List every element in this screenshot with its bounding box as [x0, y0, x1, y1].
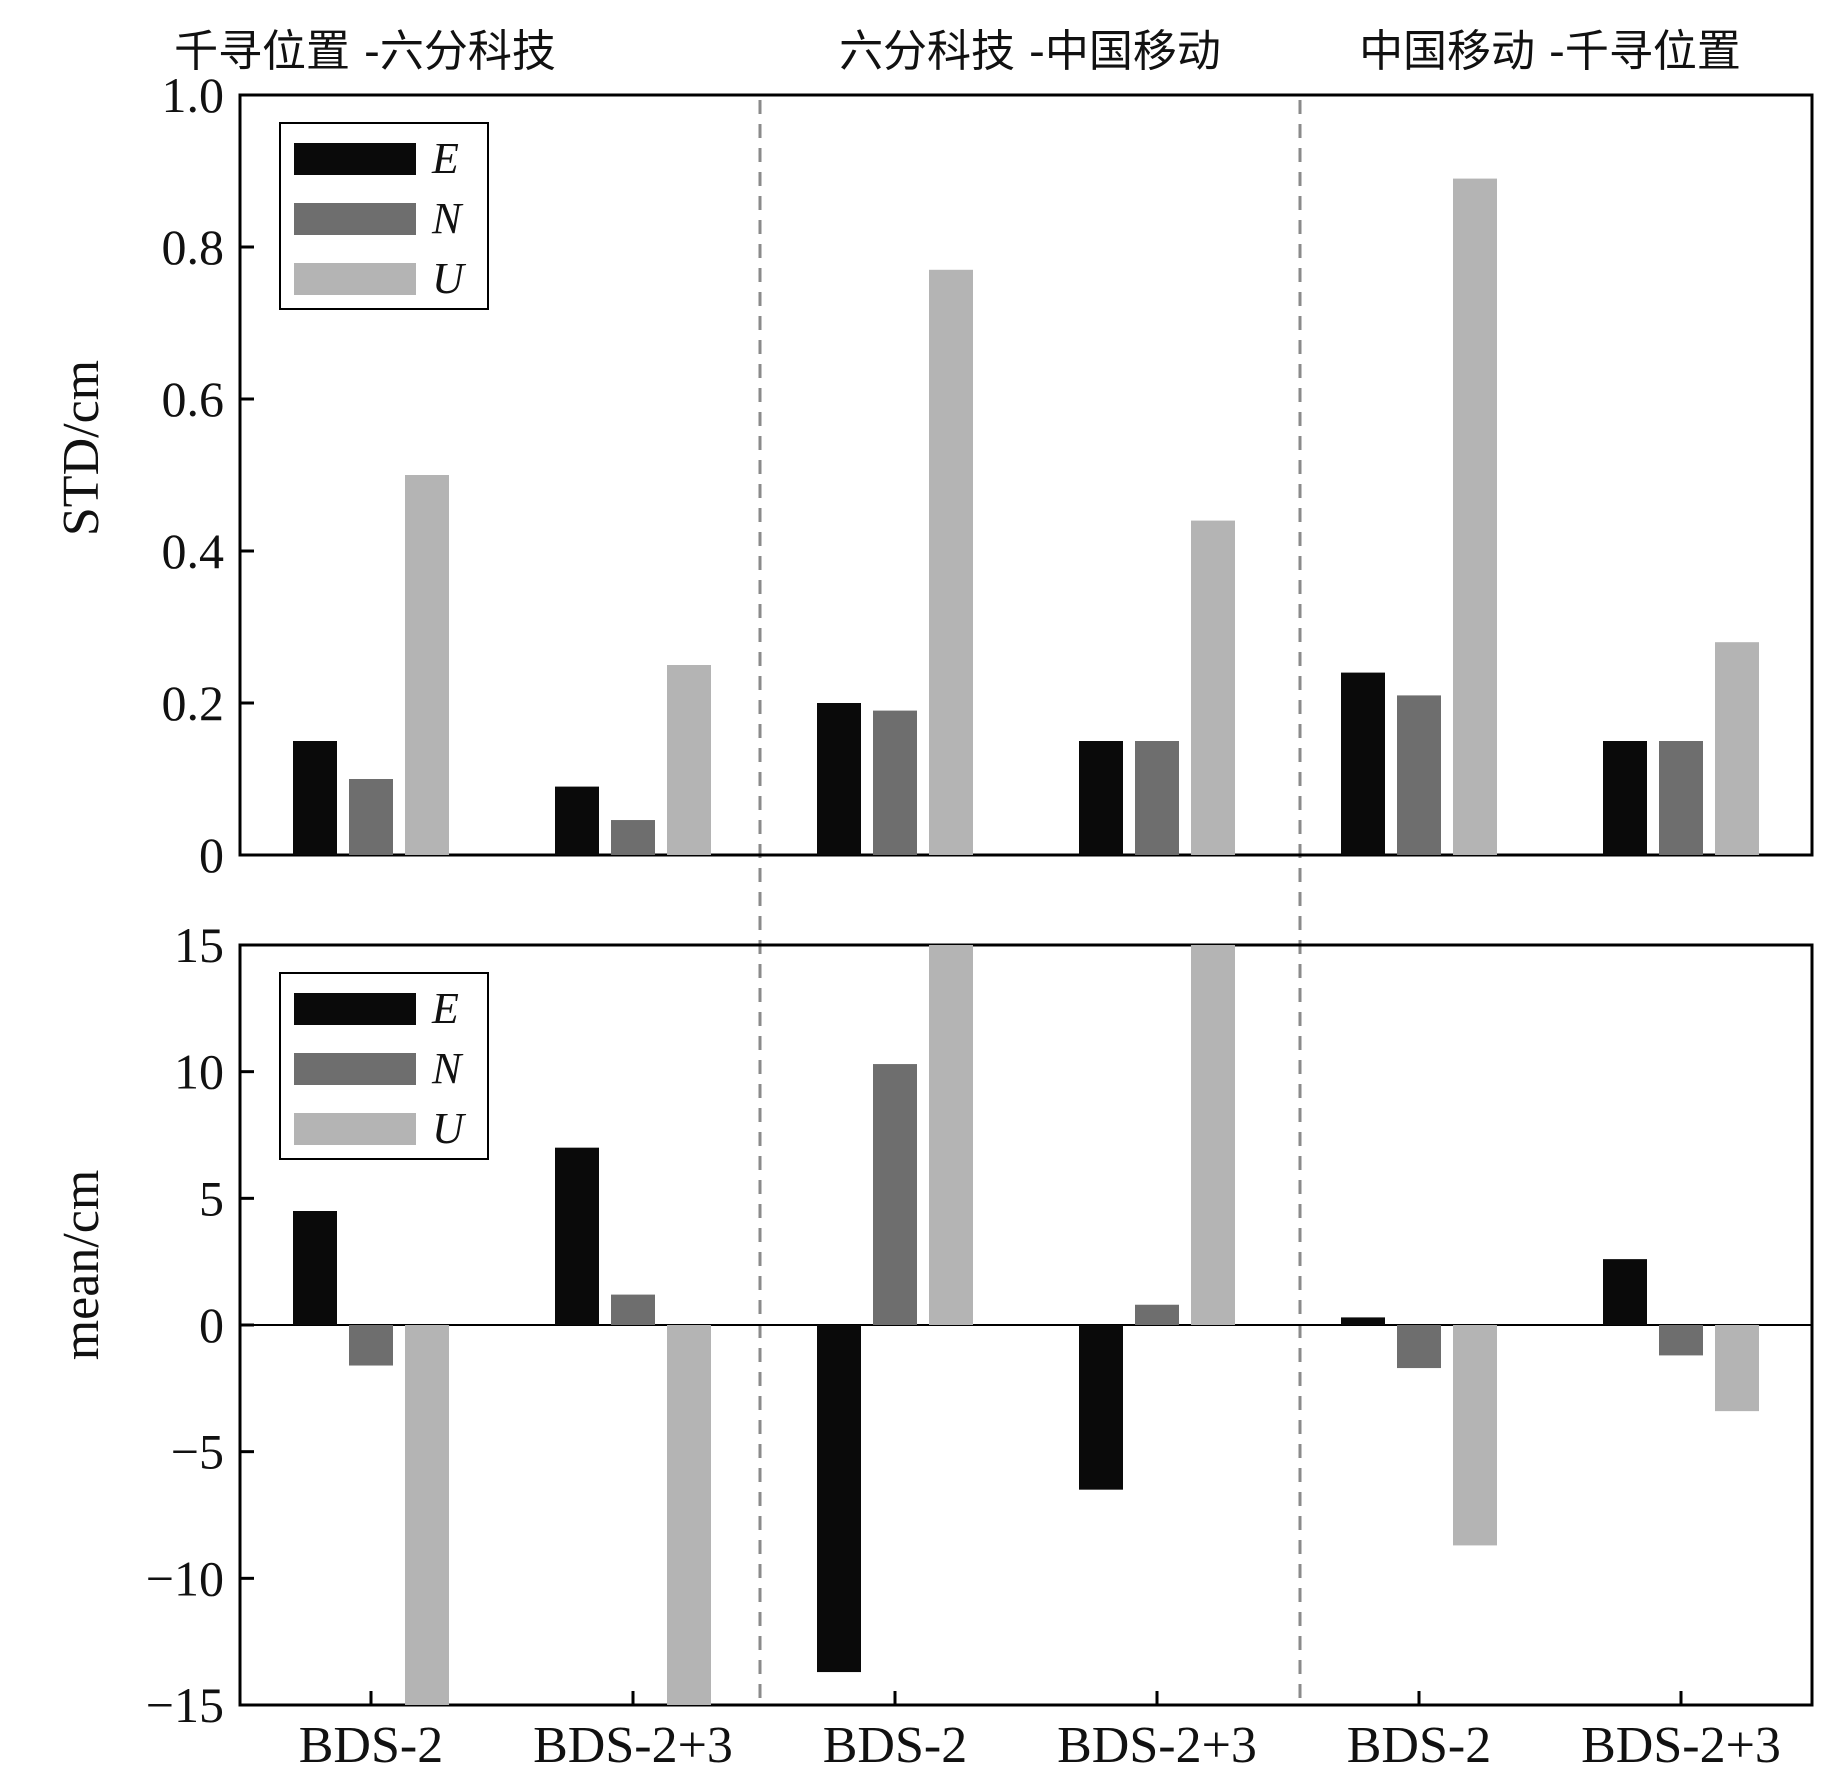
mean-bar-E-5	[1341, 1317, 1385, 1325]
mean-y-tick-label: 15	[174, 917, 224, 973]
std-bar-E-4	[1079, 741, 1123, 855]
mean-y-tick-label: −15	[146, 1677, 224, 1733]
std-legend-swatch-N	[294, 203, 416, 235]
mean-bar-N-3	[873, 1064, 917, 1325]
mean-bar-E-1	[293, 1211, 337, 1325]
mean-bar-E-3	[817, 1325, 861, 1673]
mean-bar-U-4	[1191, 945, 1235, 1325]
mean-bar-U-2	[667, 1325, 711, 1705]
std-bar-E-3	[817, 703, 861, 855]
std-y-tick-label: 1.0	[162, 67, 225, 123]
mean-bar-N-1	[349, 1325, 393, 1366]
mean-bar-N-2	[611, 1294, 655, 1325]
mean-bar-E-6	[1603, 1259, 1647, 1325]
group-title-2: 六分科技 -中国移动	[839, 26, 1221, 77]
std-bar-N-5	[1397, 695, 1441, 855]
mean-legend-swatch-N	[294, 1053, 416, 1085]
chart-panels: 00.20.40.60.81.0ENU−15−10−5051015ENUBDS-…	[146, 67, 1814, 1772]
mean-y-tick-label: −5	[171, 1424, 224, 1480]
std-y-tick-label: 0.4	[162, 523, 225, 579]
mean-axis-label: mean/cm	[53, 1170, 110, 1361]
std-bar-E-2	[555, 786, 599, 855]
std-bar-N-1	[349, 779, 393, 855]
std-bar-N-3	[873, 710, 917, 855]
std-y-tick-label: 0.6	[162, 371, 225, 427]
mean-bar-U-6	[1715, 1325, 1759, 1412]
std-bar-U-3	[929, 269, 973, 855]
std-bar-E-5	[1341, 672, 1385, 855]
mean-bar-U-3	[929, 945, 973, 1325]
x-category-label: BDS-2	[299, 1717, 443, 1772]
std-bar-U-4	[1191, 520, 1235, 855]
std-bar-E-1	[293, 741, 337, 855]
x-category-label: BDS-2+3	[1581, 1717, 1781, 1772]
mean-y-tick-label: −10	[146, 1550, 224, 1606]
std-panel: 0 0.2 0.4 0.6 0.8 1.0 ENU	[162, 67, 1814, 883]
std-bar-U-2	[667, 665, 711, 855]
mean-bar-U-1	[405, 1325, 449, 1705]
mean-y-tick-label: 10	[174, 1044, 224, 1100]
mean-bar-N-5	[1397, 1325, 1441, 1369]
x-category-label: BDS-2	[1347, 1717, 1491, 1772]
std-bar-U-1	[405, 475, 449, 855]
mean-y-tick-label: 5	[199, 1170, 224, 1226]
std-bar-N-6	[1659, 741, 1703, 855]
std-y-tick-label: 0.8	[162, 219, 225, 275]
mean-y-tick-label: 0	[199, 1297, 224, 1353]
std-legend-label-U: U	[432, 254, 467, 303]
x-category-label: BDS-2	[823, 1717, 967, 1772]
std-bar-U-5	[1453, 178, 1497, 856]
mean-bar-N-6	[1659, 1325, 1703, 1356]
std-bar-N-2	[611, 820, 655, 855]
std-bar-U-6	[1715, 642, 1759, 855]
mean-panel: −15 −10 −5 0 5 10 15 ENU	[146, 917, 1814, 1733]
mean-bar-E-2	[555, 1147, 599, 1325]
group-title-3: 中国移动 -千寻位置	[1359, 26, 1741, 77]
mean-legend-label-U: U	[432, 1104, 467, 1153]
std-y-tick-label: 0.2	[162, 675, 225, 731]
mean-legend-label-N: N	[431, 1044, 464, 1093]
std-bar-E-6	[1603, 741, 1647, 855]
group-title-1: 千寻位置 -六分科技	[174, 26, 556, 77]
std-legend-label-N: N	[431, 194, 464, 243]
mean-legend-swatch-U	[294, 1113, 416, 1145]
std-bar-N-4	[1135, 741, 1179, 855]
mean-legend-swatch-E	[294, 993, 416, 1025]
mean-bar-N-4	[1135, 1304, 1179, 1325]
x-category-label: BDS-2+3	[533, 1717, 733, 1772]
mean-bar-E-4	[1079, 1325, 1123, 1490]
std-legend-swatch-U	[294, 263, 416, 295]
std-y-tick-label: 0	[199, 827, 224, 883]
std-plot-frame	[238, 93, 1814, 857]
mean-bar-U-5	[1453, 1325, 1497, 1546]
std-legend-label-E: E	[431, 134, 459, 183]
mean-legend-label-E: E	[431, 984, 459, 1033]
std-legend-swatch-E	[294, 143, 416, 175]
x-category-label: BDS-2+3	[1057, 1717, 1257, 1772]
std-axis-label: STD/cm	[53, 360, 110, 536]
